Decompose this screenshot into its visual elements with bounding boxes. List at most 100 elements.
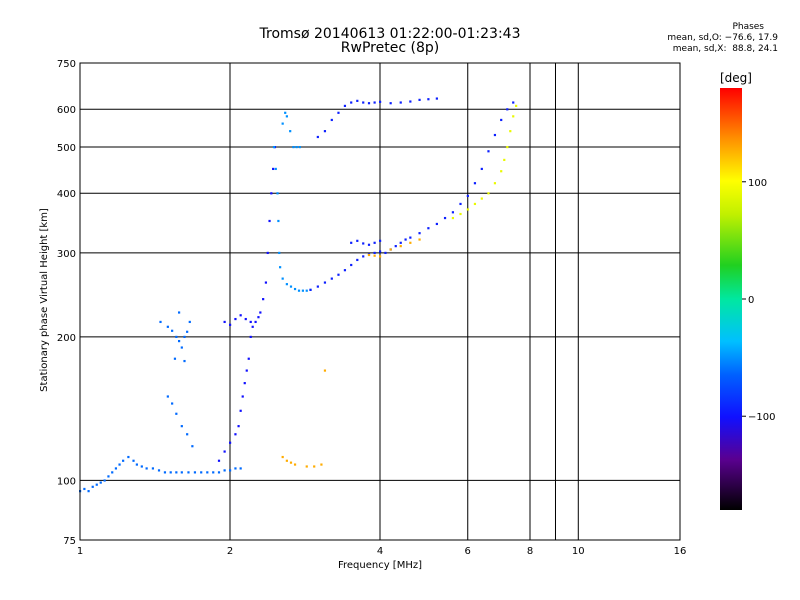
data-point bbox=[266, 251, 269, 255]
data-point bbox=[373, 254, 376, 257]
data-point bbox=[418, 238, 421, 241]
data-point bbox=[500, 118, 503, 122]
data-point bbox=[343, 269, 347, 272]
data-point bbox=[166, 325, 169, 328]
data-point bbox=[409, 241, 412, 244]
y-tick-label: 75 bbox=[63, 536, 76, 547]
data-point bbox=[399, 245, 402, 248]
data-point bbox=[323, 130, 327, 133]
data-point bbox=[435, 97, 438, 100]
data-point bbox=[254, 320, 257, 324]
data-point bbox=[309, 288, 312, 291]
data-point bbox=[132, 459, 135, 462]
data-point bbox=[249, 320, 252, 324]
data-point bbox=[285, 459, 288, 462]
data-point bbox=[171, 402, 174, 405]
data-point bbox=[122, 459, 125, 462]
stats-o-mode: mean, sd,O: −76.6, 17.9 bbox=[667, 33, 778, 43]
data-point bbox=[234, 467, 237, 470]
data-point bbox=[91, 485, 94, 488]
data-point bbox=[466, 208, 469, 211]
y-tick-label: 750 bbox=[57, 59, 76, 70]
data-point bbox=[451, 211, 455, 214]
data-point bbox=[262, 298, 265, 301]
data-point bbox=[270, 192, 273, 195]
data-point bbox=[320, 463, 323, 466]
data-point bbox=[362, 255, 365, 258]
colorbar-tick-label: 0 bbox=[748, 295, 754, 306]
data-point bbox=[191, 445, 194, 448]
data-point bbox=[107, 475, 110, 478]
chart-title: Tromsø 20140613 01:22:00-01:23:43 bbox=[259, 26, 521, 42]
data-point bbox=[239, 467, 242, 470]
data-point bbox=[362, 101, 365, 104]
data-point bbox=[180, 346, 183, 349]
data-point bbox=[373, 101, 376, 104]
data-point bbox=[350, 263, 353, 267]
data-point bbox=[103, 479, 106, 482]
data-point bbox=[175, 412, 178, 415]
data-point bbox=[292, 145, 295, 149]
x-tick-label: 4 bbox=[377, 546, 383, 557]
data-point bbox=[435, 222, 438, 226]
data-point bbox=[183, 335, 186, 339]
data-point bbox=[274, 167, 277, 171]
data-point bbox=[140, 465, 143, 468]
data-point bbox=[239, 314, 242, 317]
data-point bbox=[186, 330, 189, 333]
data-point bbox=[183, 359, 186, 363]
stats-x-mode: mean, sd,X: 88.8, 24.1 bbox=[672, 44, 778, 54]
data-point bbox=[451, 216, 455, 220]
data-point bbox=[297, 289, 301, 292]
data-point bbox=[277, 219, 280, 223]
data-point bbox=[229, 441, 232, 444]
data-point bbox=[245, 369, 248, 372]
data-point bbox=[343, 104, 347, 108]
x-tick-label: 16 bbox=[674, 546, 687, 557]
data-point bbox=[180, 425, 183, 428]
data-point bbox=[272, 167, 275, 171]
data-point bbox=[239, 409, 242, 412]
data-point bbox=[177, 339, 181, 343]
data-point bbox=[506, 145, 509, 149]
colorbar bbox=[720, 88, 742, 510]
data-point bbox=[95, 483, 98, 486]
data-point bbox=[135, 463, 138, 466]
grid-lines bbox=[80, 63, 680, 540]
data-point bbox=[427, 227, 430, 230]
data-point bbox=[193, 471, 197, 474]
data-point bbox=[487, 150, 490, 153]
data-point bbox=[509, 130, 512, 133]
data-point bbox=[330, 118, 333, 122]
data-point bbox=[480, 167, 483, 171]
data-point bbox=[223, 469, 226, 472]
data-point bbox=[316, 285, 319, 288]
data-point bbox=[293, 463, 297, 466]
y-tick-labels: 75 100 200 300 400 500 600 750 bbox=[57, 59, 76, 547]
data-point bbox=[330, 277, 333, 280]
data-point bbox=[212, 471, 215, 474]
x-axis-label: Frequency [MHz] bbox=[338, 560, 422, 571]
x-tick-label: 10 bbox=[572, 546, 585, 557]
data-point bbox=[289, 285, 293, 288]
data-point bbox=[298, 145, 301, 149]
data-point bbox=[350, 101, 353, 104]
data-point bbox=[418, 232, 421, 235]
data-point bbox=[237, 425, 240, 428]
chart-subtitle: RwPretec (8p) bbox=[340, 40, 440, 56]
data-point bbox=[356, 258, 359, 262]
data-point bbox=[247, 357, 250, 360]
data-point bbox=[187, 471, 190, 474]
y-tick-label: 300 bbox=[57, 249, 76, 260]
y-tick-label: 200 bbox=[57, 333, 76, 344]
data-point bbox=[459, 212, 462, 216]
x-tick-label: 2 bbox=[227, 546, 233, 557]
data-point bbox=[473, 202, 477, 206]
data-point bbox=[466, 194, 469, 198]
y-axis-label: Stationary phase Virtual Height [km] bbox=[39, 208, 50, 392]
data-point bbox=[389, 248, 392, 251]
data-point bbox=[316, 135, 319, 139]
data-point bbox=[166, 395, 169, 398]
data-point bbox=[515, 104, 518, 108]
